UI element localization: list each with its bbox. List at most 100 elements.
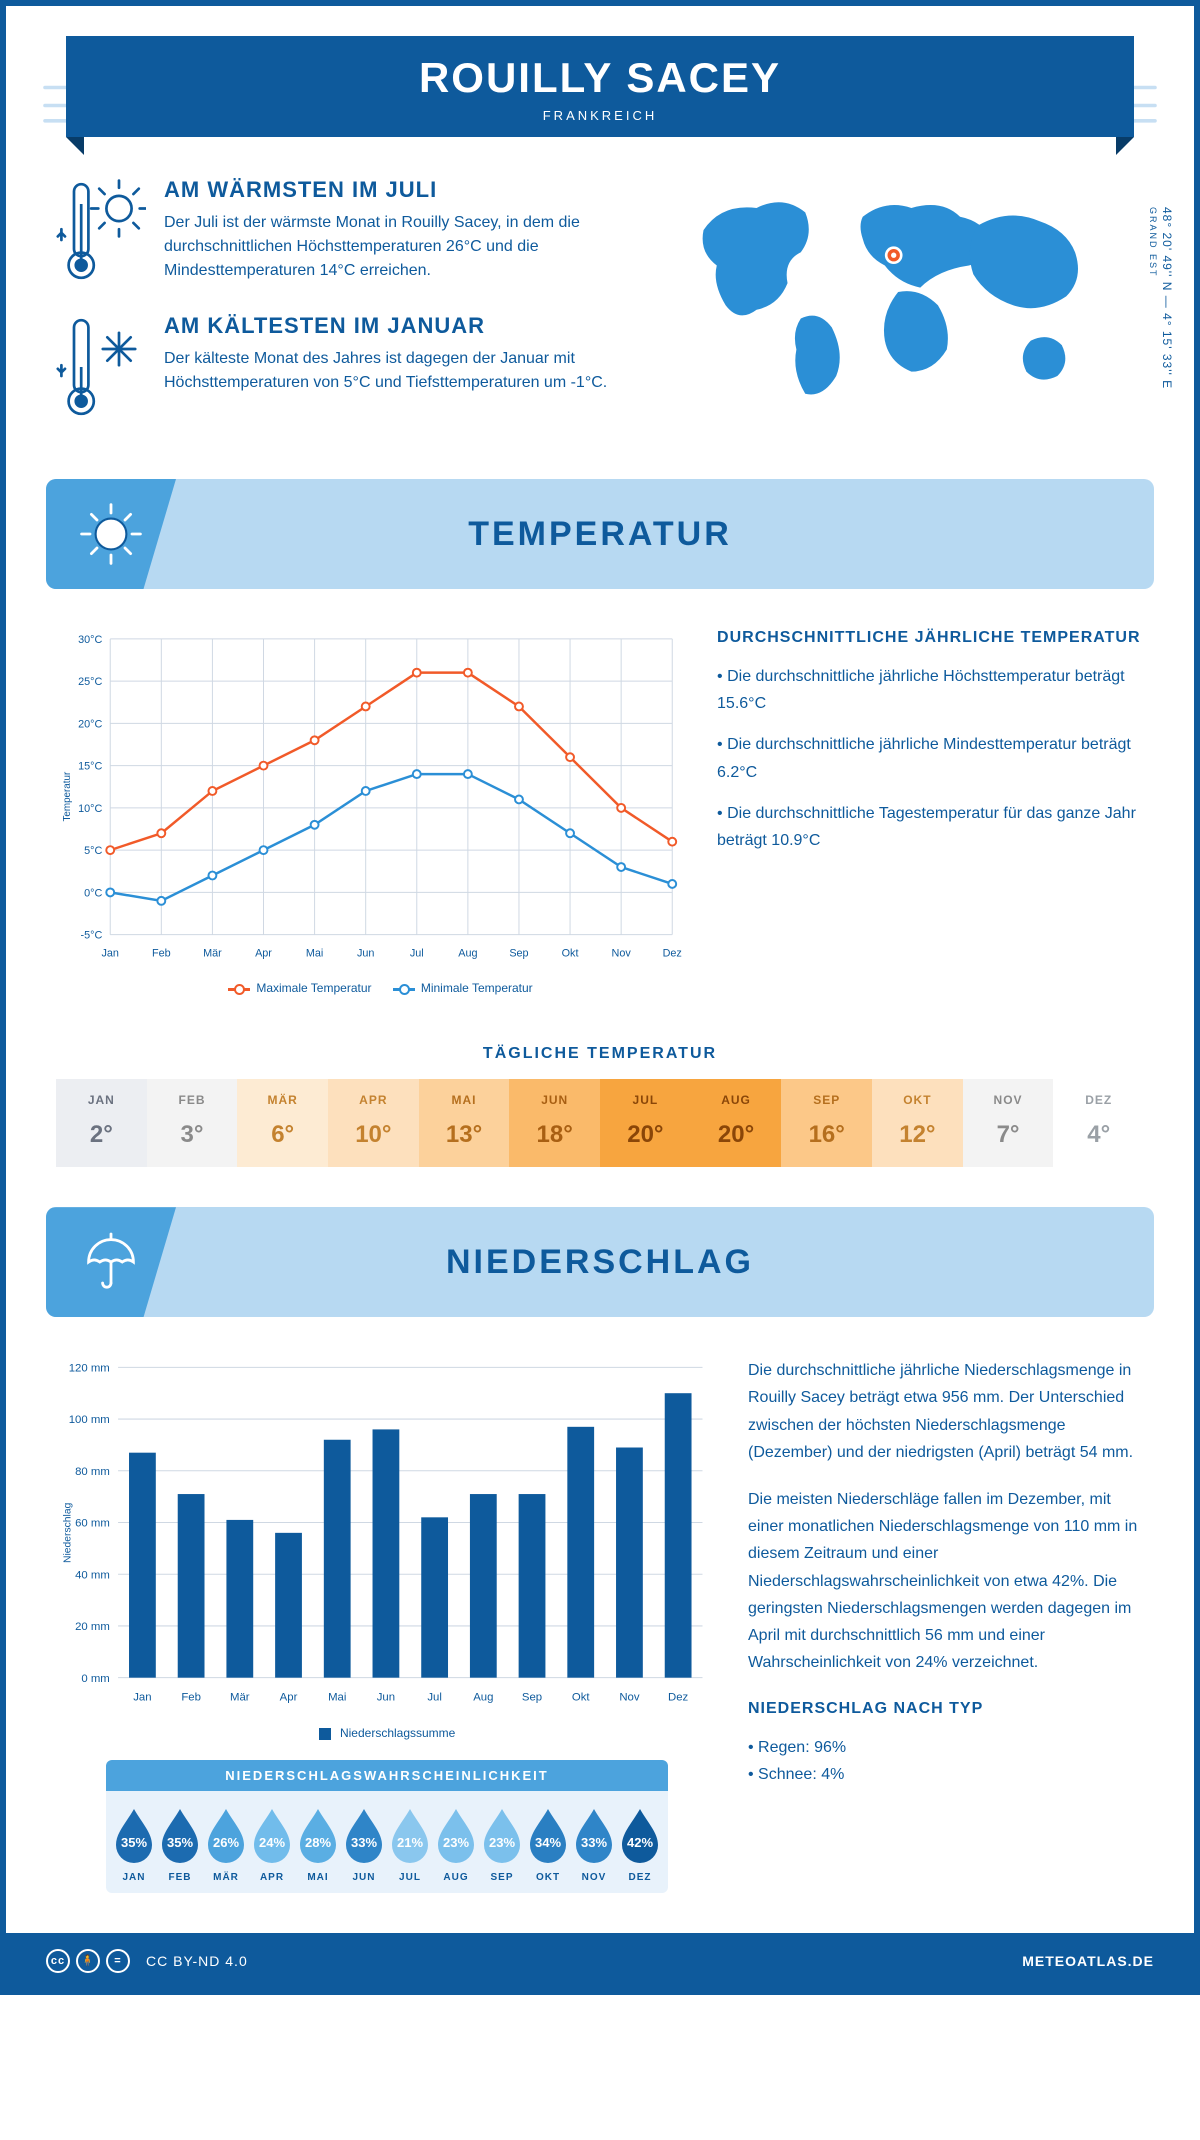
precip-prob-drop: 21%JUL	[388, 1805, 432, 1883]
svg-text:33%: 33%	[581, 1835, 607, 1850]
daily-temp-cell: FEB3°	[147, 1079, 238, 1167]
warmest-title: AM WÄRMSTEN IM JULI	[164, 177, 622, 203]
svg-text:0 mm: 0 mm	[81, 1673, 109, 1685]
svg-text:23%: 23%	[489, 1835, 515, 1850]
precip-legend: Niederschlagssumme	[56, 1726, 718, 1740]
precip-banner: NIEDERSCHLAG	[46, 1207, 1154, 1317]
precip-prob-drop: 42%DEZ	[618, 1805, 662, 1883]
coldest-fact: AM KÄLTESTEN IM JANUAR Der kälteste Mona…	[56, 313, 622, 421]
svg-text:Mär: Mär	[230, 1692, 250, 1704]
svg-text:24%: 24%	[259, 1835, 285, 1850]
precip-prob-drop: 23%AUG	[434, 1805, 478, 1883]
temperature-line-chart: -5°C0°C5°C10°C15°C20°C25°C30°CJanFebMärA…	[56, 629, 687, 964]
daily-temp-cell: AUG20°	[691, 1079, 782, 1167]
precip-prob-drop: 26%MÄR	[204, 1805, 248, 1883]
svg-text:35%: 35%	[167, 1835, 193, 1850]
precip-prob-drop: 28%MAI	[296, 1805, 340, 1883]
precip-prob-drop: 24%APR	[250, 1805, 294, 1883]
precip-prob-drop: 33%JUN	[342, 1805, 386, 1883]
daily-temp-cell: APR10°	[328, 1079, 419, 1167]
annual-temp-item: • Die durchschnittliche jährliche Mindes…	[717, 731, 1144, 785]
svg-text:0°C: 0°C	[84, 887, 102, 899]
svg-text:Jan: Jan	[101, 947, 118, 959]
precip-prob-drop: 35%FEB	[158, 1805, 202, 1883]
svg-text:100 mm: 100 mm	[69, 1414, 110, 1426]
svg-text:28%: 28%	[305, 1835, 331, 1850]
svg-text:20 mm: 20 mm	[75, 1621, 110, 1633]
license-text: CC BY-ND 4.0	[146, 1953, 248, 1969]
license-block: cc 🧍 = CC BY-ND 4.0	[46, 1949, 248, 1973]
svg-text:Mai: Mai	[306, 947, 323, 959]
svg-text:20°C: 20°C	[78, 718, 102, 730]
svg-text:Temperatur: Temperatur	[62, 771, 73, 822]
svg-text:25°C: 25°C	[78, 676, 102, 688]
precip-probability-block: NIEDERSCHLAGSWAHRSCHEINLICHKEIT 35%JAN35…	[106, 1760, 668, 1893]
daily-temp-cell: NOV7°	[963, 1079, 1054, 1167]
svg-text:26%: 26%	[213, 1835, 239, 1850]
svg-text:80 mm: 80 mm	[75, 1466, 110, 1478]
thermometer-snow-icon	[56, 313, 146, 421]
annual-temp-list: • Die durchschnittliche jährliche Höchst…	[717, 663, 1144, 854]
precip-prob-drop: 33%NOV	[572, 1805, 616, 1883]
precip-bar-chart: 0 mm20 mm40 mm60 mm80 mm100 mm120 mmJanF…	[56, 1357, 718, 1709]
svg-text:30°C: 30°C	[78, 634, 102, 646]
svg-text:Niederschlag: Niederschlag	[62, 1503, 73, 1564]
svg-text:Okt: Okt	[572, 1692, 591, 1704]
svg-text:34%: 34%	[535, 1835, 561, 1850]
precip-type-item: • Schnee: 4%	[748, 1761, 1144, 1788]
daily-temp-title: TÄGLICHE TEMPERATUR	[6, 1045, 1194, 1063]
precip-type-list: • Regen: 96%• Schnee: 4%	[748, 1734, 1144, 1788]
precip-heading: NIEDERSCHLAG	[446, 1243, 754, 1282]
coordinates: 48° 20' 49'' N — 4° 15' 33'' EGRAND EST	[1146, 207, 1174, 389]
daily-temp-cell: OKT12°	[872, 1079, 963, 1167]
svg-text:15°C: 15°C	[78, 761, 102, 773]
svg-text:Sep: Sep	[522, 1692, 542, 1704]
precip-type-title: NIEDERSCHLAG NACH TYP	[748, 1700, 1144, 1718]
by-icon: 🧍	[76, 1949, 100, 1973]
daily-temp-cell: MÄR6°	[237, 1079, 328, 1167]
daily-temp-cell: SEP16°	[781, 1079, 872, 1167]
precip-text-1: Die durchschnittliche jährliche Niedersc…	[748, 1357, 1144, 1466]
svg-text:Feb: Feb	[152, 947, 171, 959]
annual-temp-item: • Die durchschnittliche jährliche Höchst…	[717, 663, 1144, 717]
svg-text:Mär: Mär	[203, 947, 222, 959]
svg-text:Aug: Aug	[458, 947, 477, 959]
svg-text:5°C: 5°C	[84, 845, 102, 857]
svg-text:Jul: Jul	[427, 1692, 442, 1704]
coldest-title: AM KÄLTESTEN IM JANUAR	[164, 313, 622, 339]
svg-text:Jun: Jun	[357, 947, 374, 959]
coldest-text: Der kälteste Monat des Jahres ist dagege…	[164, 347, 622, 395]
annual-temp-item: • Die durchschnittliche Tagestemperatur …	[717, 800, 1144, 854]
svg-text:42%: 42%	[627, 1835, 653, 1850]
svg-text:Apr: Apr	[280, 1692, 298, 1704]
annual-temp-title: DURCHSCHNITTLICHE JÄHRLICHE TEMPERATUR	[717, 629, 1144, 647]
svg-text:Dez: Dez	[668, 1692, 689, 1704]
svg-text:Jan: Jan	[133, 1692, 151, 1704]
svg-text:Dez: Dez	[663, 947, 682, 959]
svg-text:Nov: Nov	[619, 1692, 640, 1704]
precip-type-item: • Regen: 96%	[748, 1734, 1144, 1761]
svg-text:Feb: Feb	[181, 1692, 201, 1704]
location-marker	[885, 246, 903, 264]
temperature-banner: TEMPERATUR	[46, 479, 1154, 589]
warmest-fact: AM WÄRMSTEN IM JULI Der Juli ist der wär…	[56, 177, 622, 285]
sun-icon	[76, 499, 146, 569]
world-map	[652, 177, 1144, 407]
svg-text:Jul: Jul	[410, 947, 424, 959]
temperature-legend: Maximale Temperatur Minimale Temperatur	[56, 981, 687, 995]
precip-text-2: Die meisten Niederschläge fallen im Deze…	[748, 1486, 1144, 1676]
brand-text: METEOATLAS.DE	[1022, 1953, 1154, 1969]
svg-text:120 mm: 120 mm	[69, 1363, 110, 1375]
svg-text:-5°C: -5°C	[81, 930, 103, 942]
daily-temp-cell: JUN18°	[509, 1079, 600, 1167]
city-name: ROUILLY SACEY	[66, 54, 1134, 102]
infographic-frame: ROUILLY SACEY FRANKREICH AM WÄRMSTEN IM …	[0, 0, 1200, 1995]
temperature-heading: TEMPERATUR	[468, 515, 732, 554]
svg-text:Nov: Nov	[612, 947, 632, 959]
svg-text:Jun: Jun	[377, 1692, 395, 1704]
footer: cc 🧍 = CC BY-ND 4.0 METEOATLAS.DE	[6, 1933, 1194, 1989]
svg-text:35%: 35%	[121, 1835, 147, 1850]
svg-text:40 mm: 40 mm	[75, 1570, 110, 1582]
svg-text:Apr: Apr	[255, 947, 272, 959]
svg-text:21%: 21%	[397, 1835, 423, 1850]
